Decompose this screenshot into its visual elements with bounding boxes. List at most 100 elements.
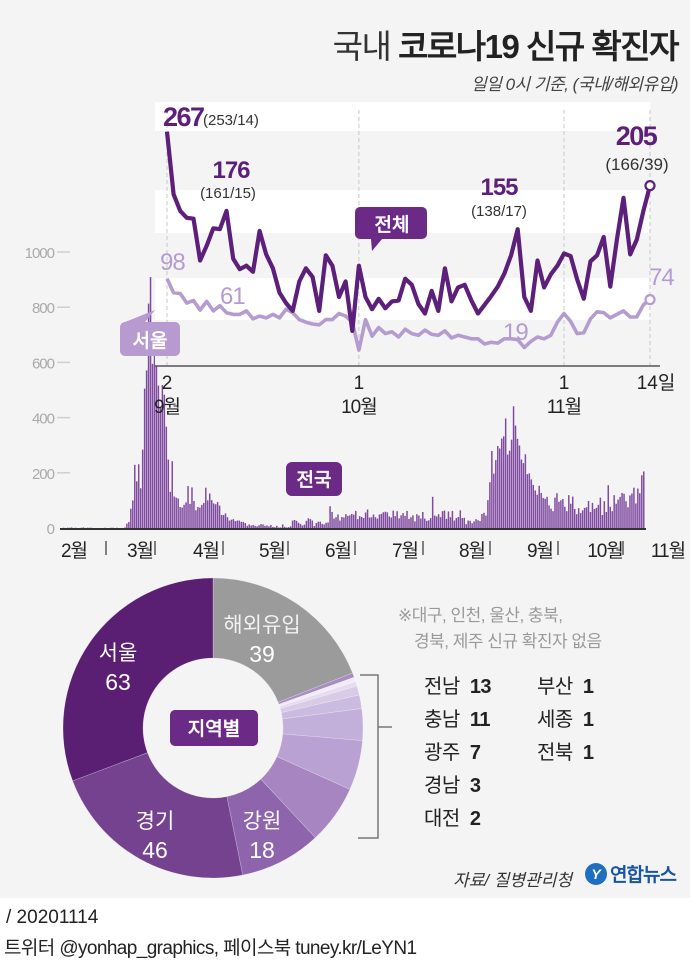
x-tick-label: 7월 — [392, 540, 418, 562]
data-label-value: 176 — [212, 157, 250, 184]
end-point-marker — [644, 180, 656, 192]
bar — [262, 524, 264, 528]
bar — [447, 511, 450, 528]
bar — [422, 511, 424, 528]
region-name: 부산 — [537, 676, 573, 698]
bar — [228, 520, 231, 528]
bar — [378, 514, 381, 528]
x-tick-month: 9월 — [154, 396, 180, 418]
bar — [499, 448, 501, 528]
x-tick-month: 10월 — [341, 396, 377, 418]
bar — [218, 505, 221, 528]
bar — [566, 511, 568, 528]
bar — [345, 514, 347, 528]
bar — [82, 527, 85, 528]
bar — [637, 488, 639, 528]
region-count: 1 — [582, 709, 594, 731]
no-cases-note: ※대구, 인천, 울산, 충북, 경북, 제주 신규 확진자 없음 — [398, 603, 602, 655]
bracket-line — [358, 674, 379, 839]
bar — [266, 525, 268, 528]
bar — [585, 507, 588, 528]
bar — [500, 438, 503, 528]
bar — [548, 505, 550, 528]
bar — [141, 449, 144, 528]
region-name: 대전 — [424, 808, 460, 830]
region-list-item: 광주 7 — [424, 736, 481, 765]
bar — [139, 488, 142, 528]
bar — [619, 496, 621, 528]
bar — [477, 520, 479, 528]
slice-name-label: 경기 — [136, 810, 175, 833]
bar — [463, 517, 465, 528]
bar — [362, 518, 365, 528]
bar — [305, 520, 308, 528]
bar — [437, 514, 440, 528]
data-label-value: 155 — [480, 174, 518, 201]
bar — [285, 527, 288, 528]
bar — [433, 515, 436, 528]
bar — [461, 518, 464, 528]
bar — [315, 523, 318, 528]
bar — [564, 506, 566, 528]
bar — [165, 426, 168, 528]
bar — [291, 520, 294, 528]
bar — [175, 497, 177, 528]
bar — [435, 516, 438, 528]
bar — [339, 520, 341, 528]
bar — [398, 518, 400, 528]
bar — [185, 502, 187, 528]
donut-slice — [276, 733, 363, 790]
bar — [530, 479, 533, 528]
bar — [611, 511, 613, 528]
bar — [358, 516, 361, 528]
bar — [189, 503, 191, 528]
bar — [356, 519, 359, 528]
bar — [382, 512, 385, 528]
bar — [354, 510, 357, 528]
bar — [323, 524, 325, 528]
bar — [471, 523, 473, 528]
donut-slice — [226, 778, 316, 876]
bar — [414, 521, 416, 528]
bar — [307, 518, 310, 528]
bar — [402, 513, 404, 528]
x-tick-label: 3월 — [127, 540, 153, 562]
bar — [153, 338, 156, 528]
bar — [581, 510, 584, 528]
x-tick-label: 9월 — [527, 540, 553, 562]
bar — [400, 515, 402, 528]
bar — [260, 524, 262, 528]
bar — [281, 524, 284, 528]
bar — [201, 504, 203, 528]
seoul-series-line — [165, 277, 652, 352]
x-tick-label: 2월 — [61, 540, 87, 562]
bar — [416, 514, 418, 528]
bar — [376, 518, 379, 528]
bar — [443, 510, 446, 528]
bar — [232, 519, 235, 528]
yonhap-logo-text: 연합뉴스 — [610, 865, 677, 886]
bar — [641, 475, 643, 528]
title-main: 코로나19 신규 확진자 — [398, 28, 679, 65]
bar — [526, 474, 529, 528]
bar — [210, 500, 213, 528]
slice-value-label: 18 — [249, 837, 275, 863]
bar — [410, 517, 412, 528]
bar — [179, 507, 181, 528]
seoul-label-value: 98 — [160, 249, 185, 276]
bar — [392, 510, 394, 528]
data-label-detail: (161/15) — [200, 185, 256, 202]
bar — [420, 518, 422, 528]
bar — [313, 526, 316, 528]
data-label-value: 205 — [616, 121, 658, 151]
slice-name-label: 해외유입 — [223, 614, 300, 637]
region-list-item: 전남 13 — [424, 670, 492, 699]
bar — [597, 504, 600, 528]
bar — [147, 303, 150, 528]
bar — [205, 487, 207, 528]
bar — [151, 363, 154, 528]
bar — [451, 510, 454, 528]
bar — [256, 526, 258, 528]
y-tick-label: 200 — [32, 466, 55, 483]
